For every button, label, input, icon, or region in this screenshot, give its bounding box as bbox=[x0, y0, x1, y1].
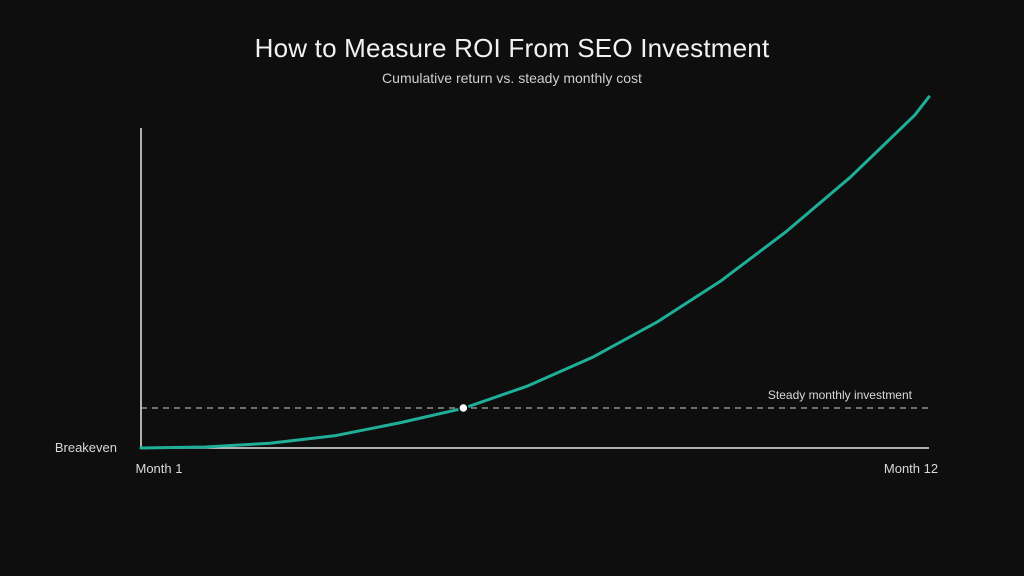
y-tick-label-breakeven: Breakeven bbox=[55, 440, 117, 455]
breakeven-marker-0 bbox=[458, 402, 469, 414]
reference-line-label: Steady monthly investment bbox=[768, 388, 913, 402]
chart-title: How to Measure ROI From SEO Investment bbox=[254, 33, 770, 63]
cumulative-return-line bbox=[139, 95, 931, 450]
chart-subtitle: Cumulative return vs. steady monthly cos… bbox=[382, 70, 642, 86]
x-tick-label-end: Month 12 bbox=[884, 461, 938, 476]
x-tick-label-start: Month 1 bbox=[136, 461, 183, 476]
